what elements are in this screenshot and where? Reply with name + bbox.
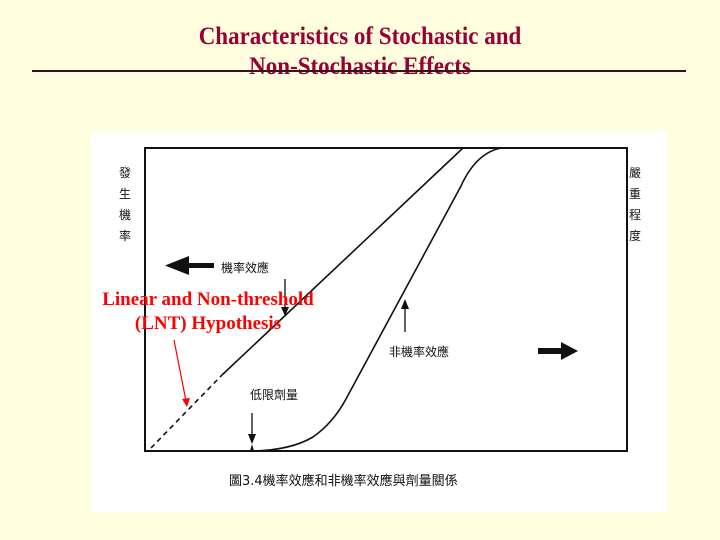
slide-title: Characteristics of Stochastic and Non-St… [29,22,691,82]
threshold-tick [250,444,254,451]
title-divider [32,70,686,72]
right-axis-char: 度 [629,228,641,243]
dose-response-diagram: 發 生 機 率 嚴 重 程 度 機率效應 非機率效應 [119,147,641,489]
arrow-right-icon [538,342,578,360]
title-line-1: Characteristics of Stochastic and [198,23,522,50]
right-axis-label: 嚴 重 程 度 [629,166,641,243]
lnt-arrow-icon [182,398,190,407]
left-axis-char: 發 [119,165,131,180]
arrow-left-icon [165,256,214,275]
left-axis-char: 機 [119,207,131,222]
left-axis-label: 發 生 機 率 [119,165,131,243]
arrow-up-icon [401,299,409,309]
stochastic-line [221,147,464,376]
left-axis-char: 生 [119,187,131,201]
title-line-2: Non-Stochastic Effects [249,53,471,80]
right-axis-char: 程 [629,207,641,222]
lnt-annotation: Linear and Non-threshold (LNT) Hypothesi… [58,288,358,336]
figure-caption: 圖3.4機率效應和非機率效應與劑量關係 [229,473,458,489]
right-axis-char: 嚴 [629,166,641,180]
lnt-extrapolation-dashed [150,374,223,449]
dose-response-figure: 發 生 機 率 嚴 重 程 度 機率效應 非機率效應 [91,131,667,512]
left-axis-char: 率 [119,228,131,243]
stochastic-effect-label: 機率效應 [221,260,269,275]
plot-frame [144,147,628,452]
nonstochastic-curve [253,147,502,452]
nonstochastic-effect-label: 非機率效應 [389,344,449,359]
threshold-dose-label: 低限劑量 [250,387,298,402]
right-axis-char: 重 [629,187,641,201]
lnt-annotation-line-2: (LNT) Hypothesis [134,313,282,334]
lnt-annotation-line-1: Linear and Non-threshold [102,289,314,310]
arrow-down-icon [248,434,256,444]
arrow-down-icon [281,307,289,316]
lnt-pointer-line [173,339,187,402]
